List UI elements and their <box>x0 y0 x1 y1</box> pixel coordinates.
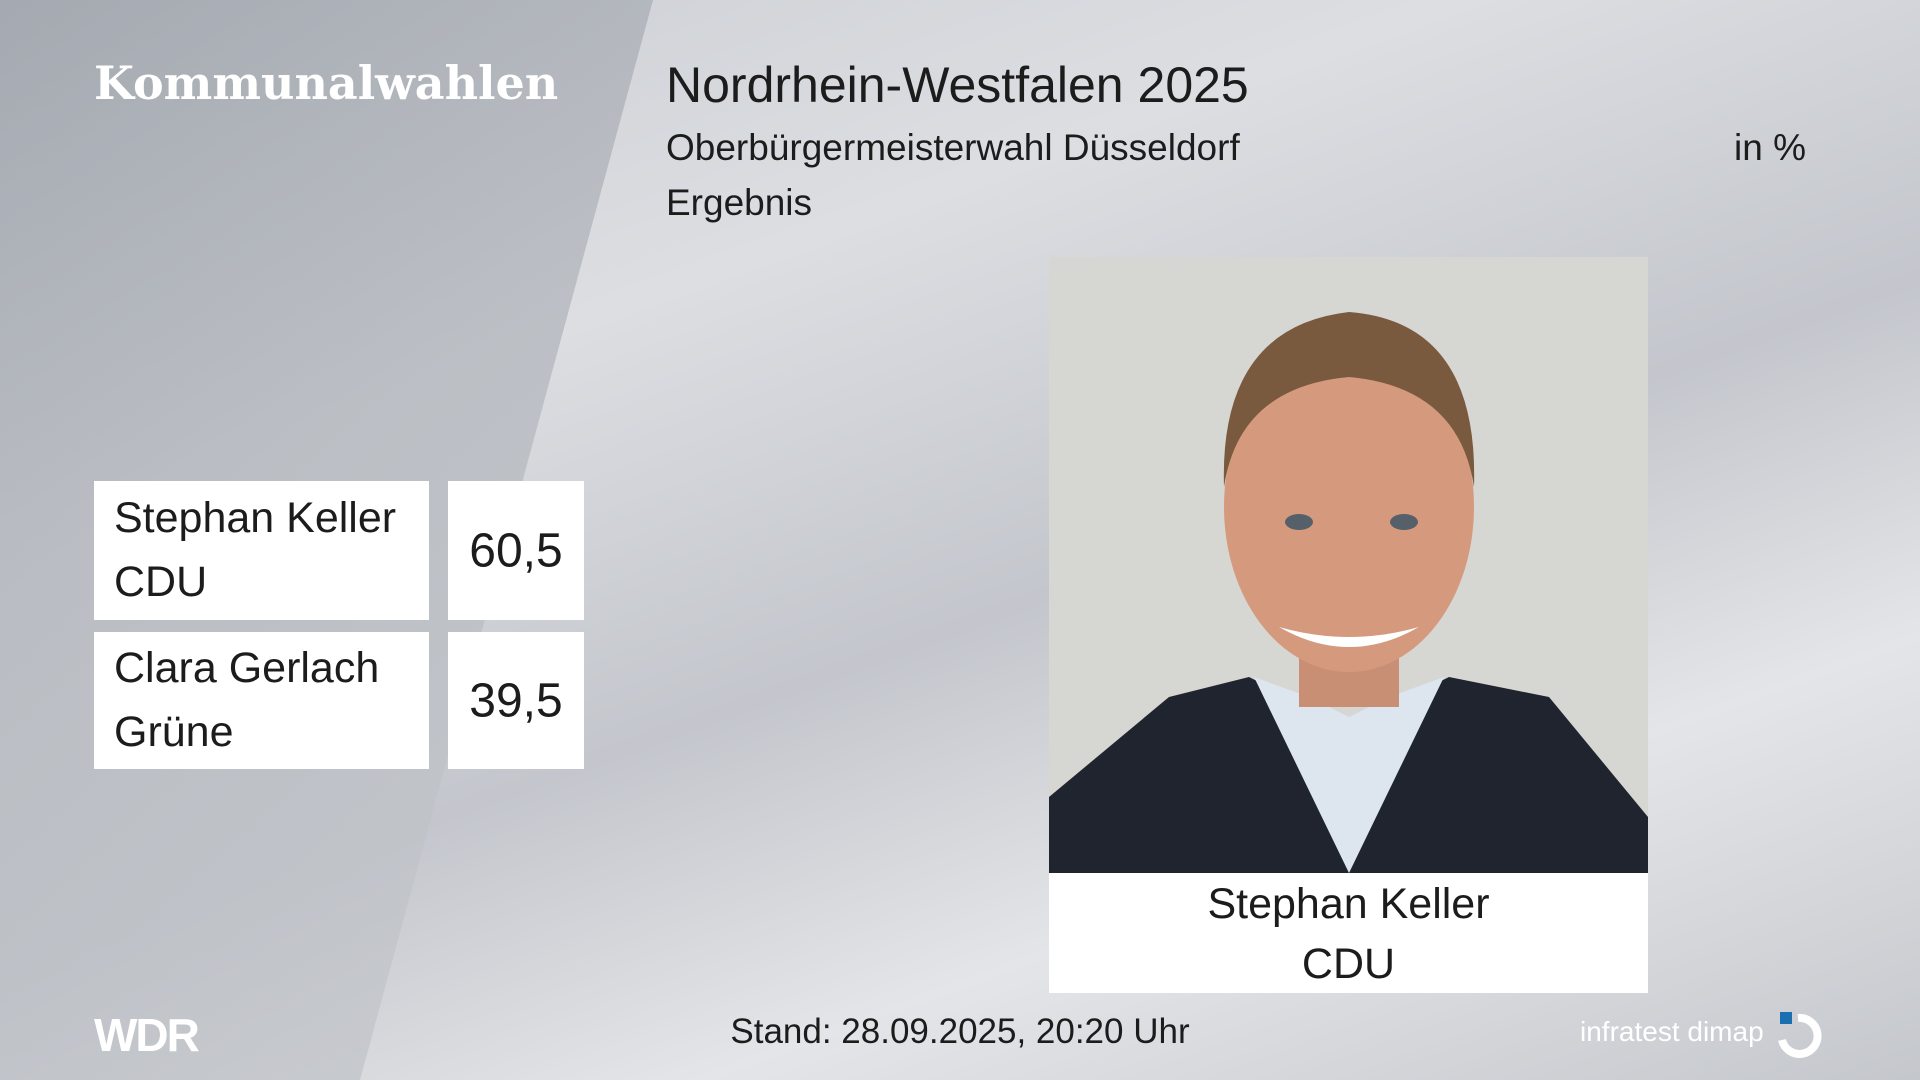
candidate-name: Stephan Keller <box>114 494 397 542</box>
portrait-photo <box>1049 257 1648 873</box>
title: Nordrhein-Westfalen 2025 <box>666 57 1249 113</box>
candidate-party: Grüne <box>114 708 234 756</box>
result-value-box: 60,5 <box>448 481 584 620</box>
candidate-name: Clara Gerlach <box>114 644 380 692</box>
label: Ergebnis <box>666 182 813 223</box>
wdr-logo: WDR <box>94 1009 200 1061</box>
source: infratest dimap <box>1580 1016 1764 1047</box>
result-value: 60,5 <box>469 524 563 577</box>
candidate-party: CDU <box>114 558 208 606</box>
subtitle: Oberbürgermeisterwahl Düsseldorf <box>666 127 1240 168</box>
timestamp: Stand: 28.09.2025, 20:20 Uhr <box>730 1012 1190 1051</box>
portrait-party: CDU <box>1301 940 1396 988</box>
result-name-box: Stephan Keller CDU <box>94 481 429 620</box>
result-name-box: Clara Gerlach Grüne <box>94 632 429 769</box>
portrait-caption: Stephan Keller CDU <box>1049 873 1648 993</box>
result-value: 39,5 <box>469 674 563 727</box>
brand: Kommunalwahlen <box>94 56 559 110</box>
portrait-name: Stephan Keller <box>1207 880 1490 928</box>
result-value-box: 39,5 <box>448 632 584 769</box>
unit: in % <box>1734 127 1806 168</box>
source-logo <box>1778 1012 1822 1058</box>
